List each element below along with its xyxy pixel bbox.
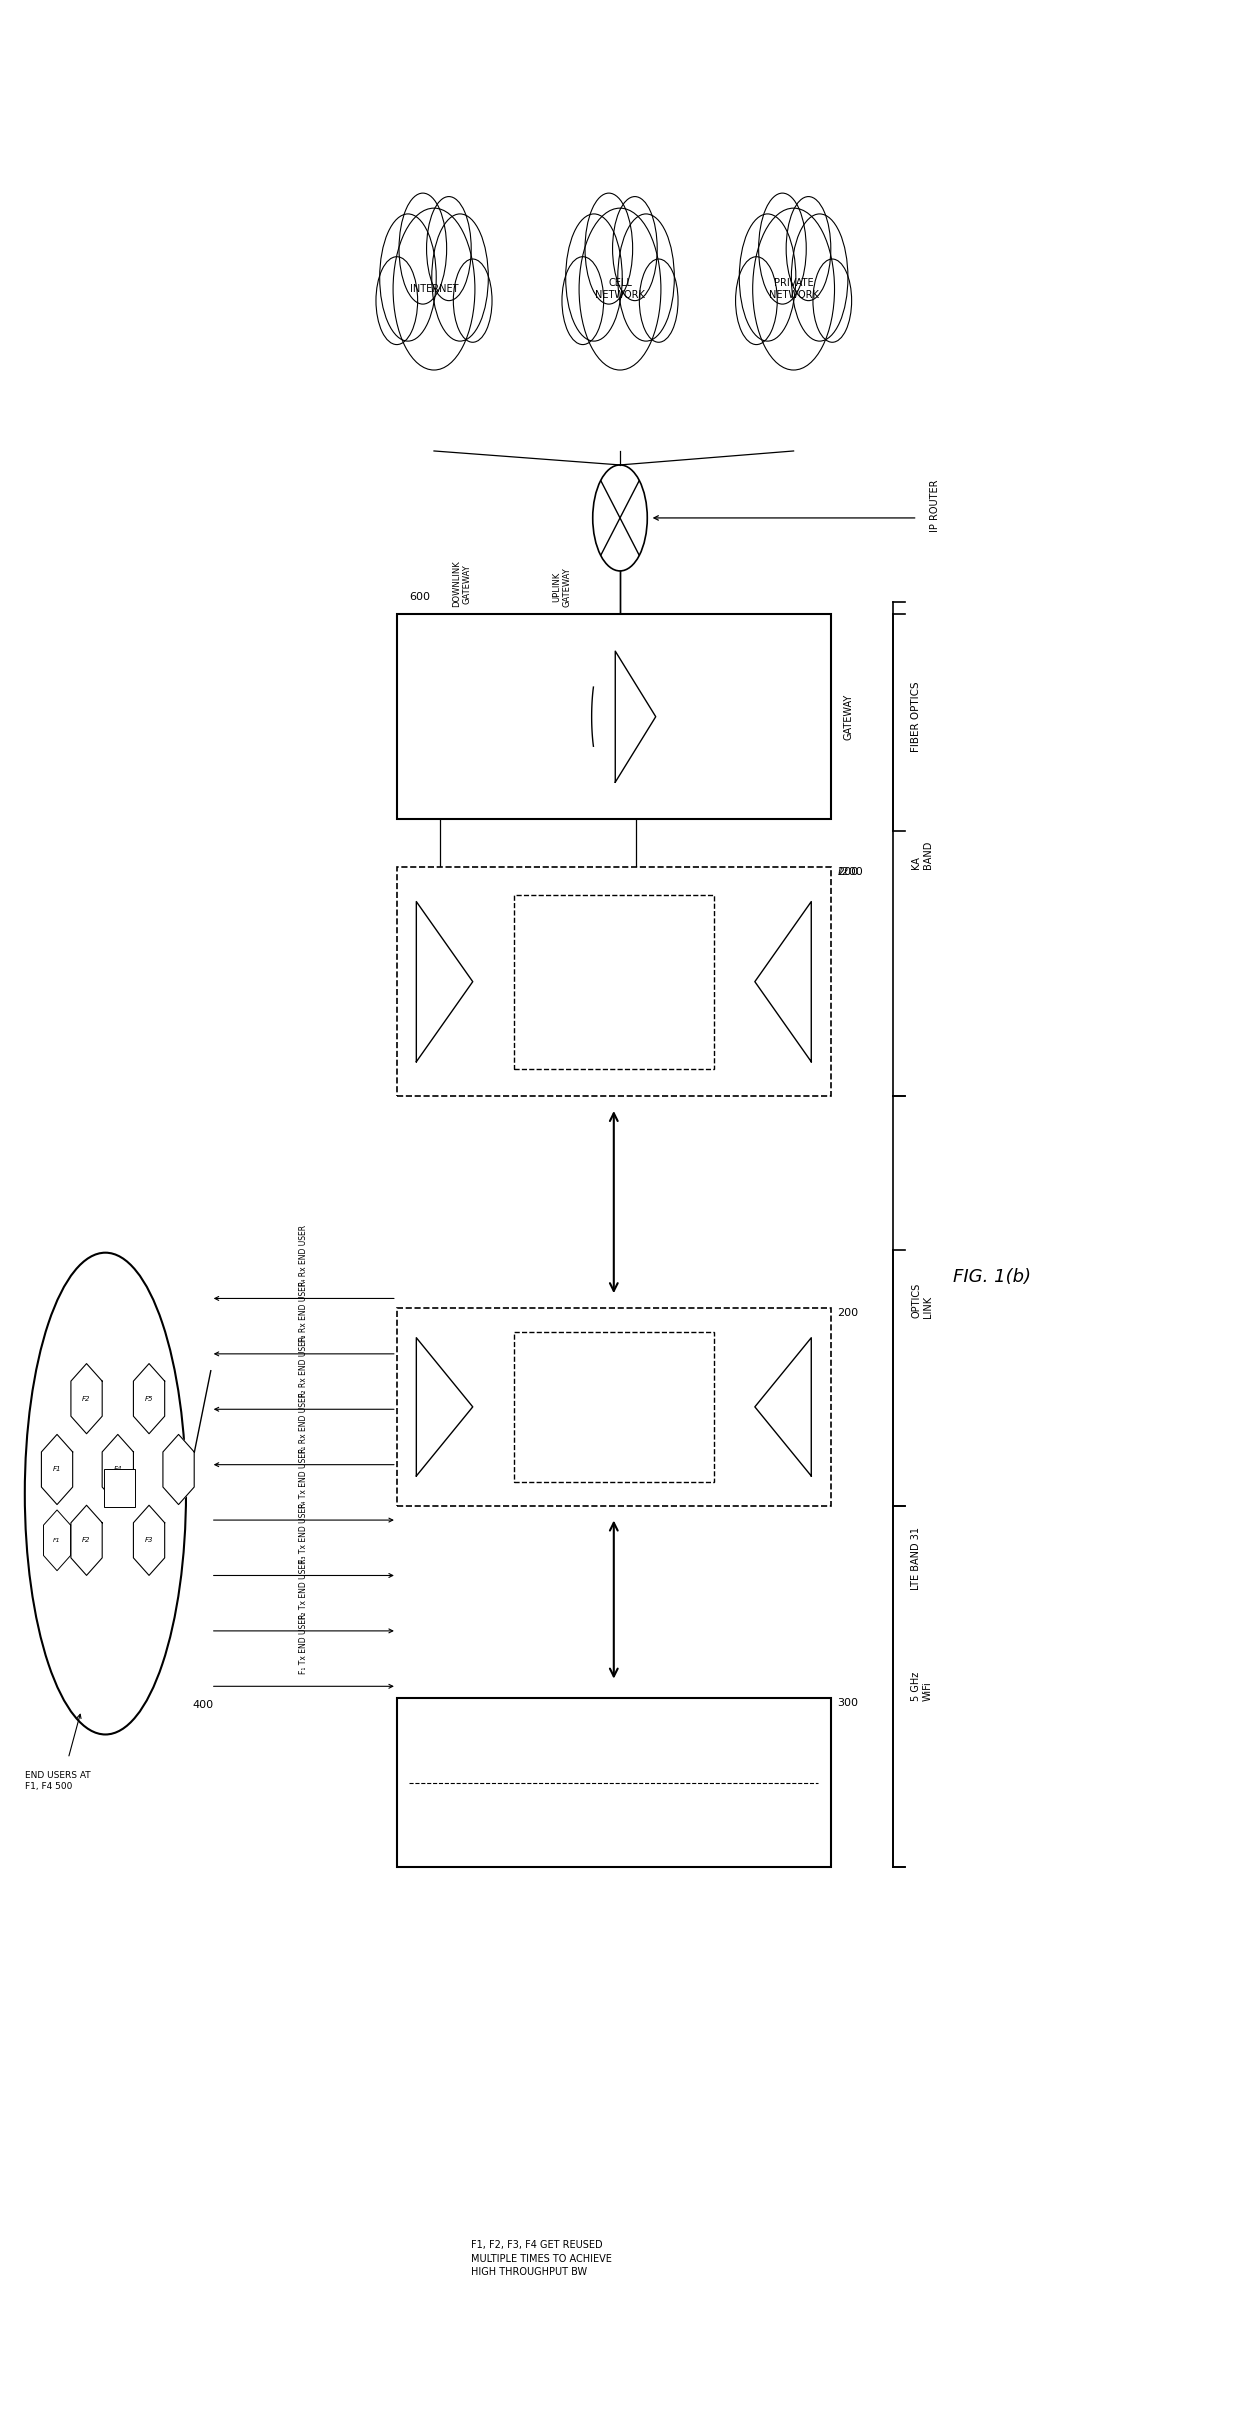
Ellipse shape bbox=[454, 260, 492, 342]
Text: DOWNLINK
GATEWAY: DOWNLINK GATEWAY bbox=[453, 561, 471, 607]
Ellipse shape bbox=[791, 214, 848, 342]
Text: FIG. 1(b): FIG. 1(b) bbox=[954, 1267, 1030, 1286]
Bar bbox=[397, 1308, 831, 1506]
Text: OPTICS
LINK: OPTICS LINK bbox=[911, 1284, 932, 1318]
Bar bbox=[397, 1698, 831, 1867]
Text: ℓ200: ℓ200 bbox=[837, 867, 863, 877]
Text: F1, F2, F3, F4 GET REUSED
MULTIPLE TIMES TO ACHIEVE
HIGH THROUGHPUT BW: F1, F2, F3, F4 GET REUSED MULTIPLE TIMES… bbox=[471, 2240, 613, 2277]
Text: CELL
NETWORK: CELL NETWORK bbox=[595, 279, 645, 299]
Ellipse shape bbox=[739, 214, 796, 342]
Ellipse shape bbox=[579, 207, 661, 371]
Text: F₁ Rx END USER: F₁ Rx END USER bbox=[299, 1392, 309, 1453]
Text: 300: 300 bbox=[837, 1698, 858, 1708]
Text: F1: F1 bbox=[53, 1537, 61, 1542]
Text: LTE BAND 31: LTE BAND 31 bbox=[911, 1527, 921, 1590]
Text: 5 GHz
WiFi: 5 GHz WiFi bbox=[911, 1672, 932, 1701]
Polygon shape bbox=[417, 1337, 472, 1477]
Ellipse shape bbox=[753, 207, 835, 371]
Bar bbox=[397, 614, 831, 819]
Text: INTERNET: INTERNET bbox=[409, 284, 459, 294]
Text: FIBER OPTICS: FIBER OPTICS bbox=[911, 682, 921, 752]
Text: F₁ Tx END USER: F₁ Tx END USER bbox=[299, 1614, 309, 1674]
Ellipse shape bbox=[399, 193, 446, 304]
Text: 600: 600 bbox=[409, 593, 430, 602]
Bar bbox=[515, 1332, 714, 1482]
Bar bbox=[104, 1469, 135, 1506]
Text: F5: F5 bbox=[145, 1395, 154, 1402]
Text: F4: F4 bbox=[114, 1467, 122, 1472]
Polygon shape bbox=[134, 1506, 165, 1575]
Bar bbox=[515, 894, 714, 1070]
Polygon shape bbox=[71, 1363, 102, 1433]
Text: F₃ Rx END USER: F₃ Rx END USER bbox=[299, 1282, 309, 1342]
Polygon shape bbox=[134, 1363, 165, 1433]
Ellipse shape bbox=[562, 258, 604, 344]
Bar bbox=[397, 867, 831, 1096]
Text: F₂ Rx END USER: F₂ Rx END USER bbox=[299, 1337, 309, 1397]
Ellipse shape bbox=[427, 198, 471, 301]
Text: KA
BAND: KA BAND bbox=[911, 841, 932, 870]
Text: PRIVATE
NETWORK: PRIVATE NETWORK bbox=[769, 279, 818, 299]
Text: F1: F1 bbox=[53, 1467, 61, 1472]
Ellipse shape bbox=[618, 214, 675, 342]
Polygon shape bbox=[755, 901, 811, 1062]
Ellipse shape bbox=[640, 260, 678, 342]
Polygon shape bbox=[162, 1433, 195, 1506]
Text: F₄ Tx END USER: F₄ Tx END USER bbox=[299, 1448, 309, 1508]
Ellipse shape bbox=[376, 258, 418, 344]
Text: 200: 200 bbox=[837, 867, 858, 877]
Text: F3: F3 bbox=[145, 1537, 154, 1544]
Polygon shape bbox=[755, 1337, 811, 1477]
Text: UPLINK
GATEWAY: UPLINK GATEWAY bbox=[552, 566, 572, 607]
Ellipse shape bbox=[565, 214, 622, 342]
Ellipse shape bbox=[813, 260, 852, 342]
Text: IP ROUTER: IP ROUTER bbox=[930, 479, 940, 532]
Text: F₂ Tx END USER: F₂ Tx END USER bbox=[299, 1559, 309, 1619]
Polygon shape bbox=[102, 1433, 134, 1506]
Text: F₃ Tx END USER: F₃ Tx END USER bbox=[299, 1503, 309, 1563]
Ellipse shape bbox=[759, 193, 806, 304]
Polygon shape bbox=[41, 1433, 73, 1506]
Ellipse shape bbox=[393, 207, 475, 371]
Text: F2: F2 bbox=[82, 1395, 91, 1402]
Ellipse shape bbox=[613, 198, 657, 301]
Text: GATEWAY: GATEWAY bbox=[843, 694, 853, 740]
Ellipse shape bbox=[585, 193, 632, 304]
Polygon shape bbox=[615, 650, 656, 783]
Text: F₄ Rx END USER: F₄ Rx END USER bbox=[299, 1226, 309, 1286]
Text: 400: 400 bbox=[192, 1701, 213, 1710]
Polygon shape bbox=[43, 1510, 71, 1571]
Ellipse shape bbox=[379, 214, 436, 342]
Polygon shape bbox=[71, 1506, 102, 1575]
Polygon shape bbox=[417, 901, 472, 1062]
Ellipse shape bbox=[432, 214, 489, 342]
Text: F2: F2 bbox=[82, 1537, 91, 1544]
Text: 200: 200 bbox=[837, 1308, 858, 1318]
Ellipse shape bbox=[786, 198, 831, 301]
Ellipse shape bbox=[735, 258, 777, 344]
Text: END USERS AT
F1, F4 500: END USERS AT F1, F4 500 bbox=[25, 1771, 91, 1790]
